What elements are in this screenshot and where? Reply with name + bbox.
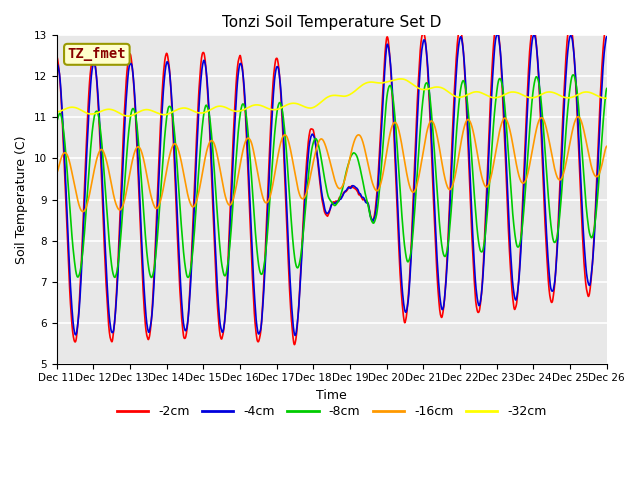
- -32cm: [95, 109, 103, 115]
- -4cm: [52, 62, 60, 68]
- -32cm: [397, 76, 404, 82]
- Text: TZ_fmet: TZ_fmet: [68, 48, 126, 61]
- -2cm: [298, 248, 305, 254]
- Title: Tonzi Soil Temperature Set D: Tonzi Soil Temperature Set D: [222, 15, 442, 30]
- -8cm: [308, 147, 316, 153]
- -8cm: [570, 72, 577, 78]
- -4cm: [95, 110, 103, 116]
- -32cm: [298, 103, 305, 108]
- -32cm: [124, 113, 132, 119]
- -16cm: [118, 205, 125, 211]
- -8cm: [52, 119, 60, 125]
- -32cm: [308, 105, 316, 111]
- -2cm: [308, 126, 316, 132]
- -4cm: [366, 211, 374, 217]
- -2cm: [291, 342, 298, 348]
- -4cm: [308, 132, 316, 138]
- -8cm: [95, 117, 103, 122]
- -2cm: [366, 210, 374, 216]
- Line: -16cm: -16cm: [56, 117, 607, 212]
- -2cm: [118, 175, 125, 181]
- Line: -32cm: -32cm: [56, 79, 607, 116]
- -16cm: [574, 114, 582, 120]
- -32cm: [603, 96, 611, 101]
- -4cm: [286, 275, 294, 280]
- -32cm: [287, 101, 294, 107]
- -8cm: [148, 275, 156, 280]
- -16cm: [287, 146, 294, 152]
- -16cm: [366, 170, 374, 176]
- Line: -8cm: -8cm: [56, 75, 607, 277]
- -4cm: [118, 193, 125, 199]
- -4cm: [603, 34, 611, 40]
- -4cm: [298, 257, 305, 263]
- -16cm: [298, 195, 305, 201]
- -8cm: [298, 246, 305, 252]
- -8cm: [366, 212, 374, 218]
- Line: -2cm: -2cm: [56, 24, 607, 345]
- -2cm: [603, 21, 611, 27]
- X-axis label: Time: Time: [316, 389, 347, 402]
- -16cm: [308, 167, 316, 173]
- -4cm: [494, 31, 502, 36]
- -16cm: [79, 209, 87, 215]
- -32cm: [366, 79, 374, 85]
- -8cm: [603, 85, 611, 91]
- -2cm: [95, 120, 103, 125]
- Y-axis label: Soil Temperature (C): Soil Temperature (C): [15, 135, 28, 264]
- -16cm: [95, 148, 103, 154]
- -4cm: [291, 333, 299, 338]
- Line: -4cm: -4cm: [56, 34, 607, 336]
- -2cm: [52, 53, 60, 59]
- -32cm: [52, 109, 60, 115]
- -8cm: [118, 224, 125, 230]
- -16cm: [603, 144, 611, 149]
- -16cm: [52, 170, 60, 176]
- Legend: -2cm, -4cm, -8cm, -16cm, -32cm: -2cm, -4cm, -8cm, -16cm, -32cm: [112, 400, 552, 423]
- -8cm: [287, 205, 294, 211]
- -2cm: [286, 294, 294, 300]
- -32cm: [118, 111, 125, 117]
